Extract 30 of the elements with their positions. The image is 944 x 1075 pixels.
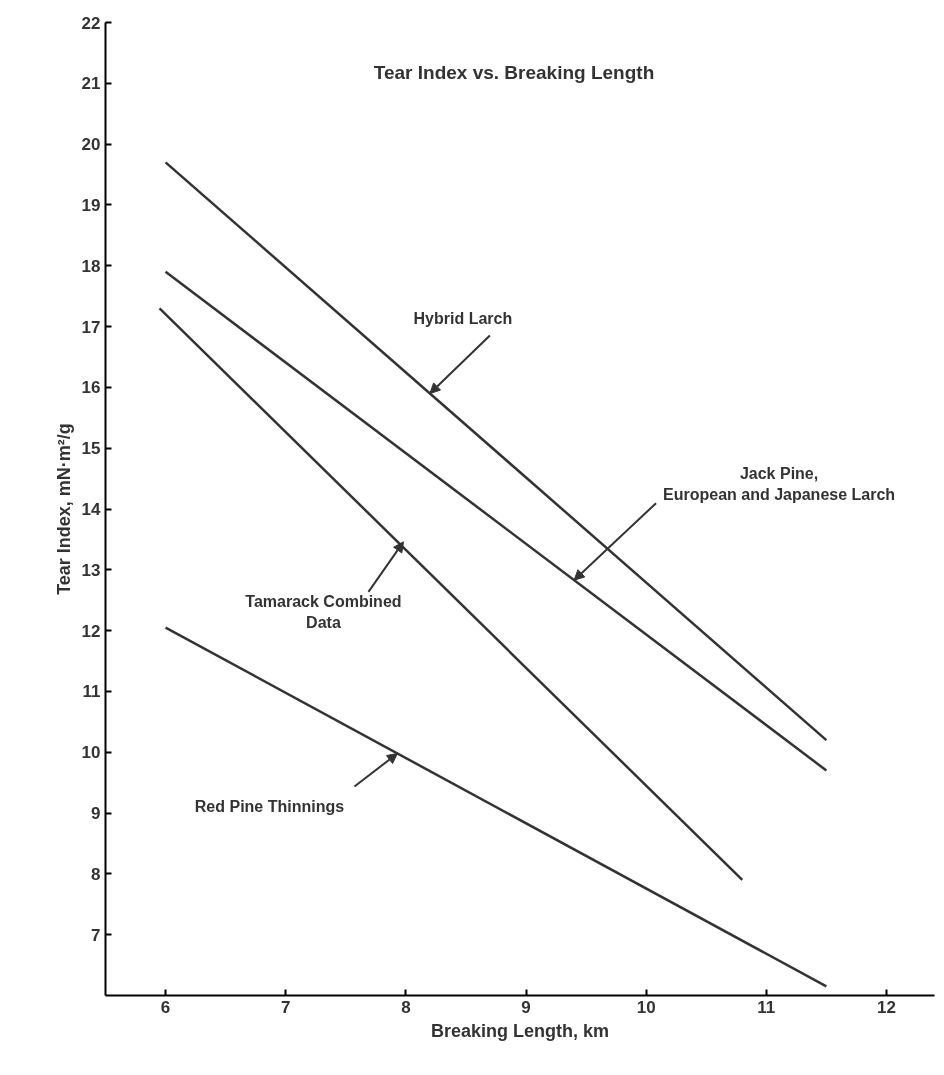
annotation: Hybrid Larch xyxy=(413,309,513,327)
y-tick-label: 21 xyxy=(81,74,101,94)
y-tick-label: 14 xyxy=(81,500,102,519)
annotation: Red Pine Thinnings xyxy=(194,797,345,815)
y-tick-label: 12 xyxy=(81,621,101,641)
x-tick-label: 10 xyxy=(636,997,656,1017)
y-tick-label: 16 xyxy=(81,378,101,398)
y-tick-label: 17 xyxy=(81,317,101,337)
y-tick-label: 9 xyxy=(91,804,101,824)
y-tick-label: 18 xyxy=(81,256,101,276)
y-tick-label: 13 xyxy=(81,560,101,580)
y-tick-label: 15 xyxy=(81,439,101,459)
x-tick-label: 6 xyxy=(160,997,171,1017)
x-axis-title: Breaking Length, km xyxy=(430,1020,610,1041)
x-tick-label: 7 xyxy=(280,997,291,1017)
annotation: Jack Pine, European and Japanese Larch xyxy=(663,465,896,503)
x-tick-label: 9 xyxy=(521,997,531,1017)
y-tick-label: 7 xyxy=(91,925,101,945)
annotation: Tamarack Combined Data xyxy=(245,593,402,631)
y-tick-label: 8 xyxy=(91,864,101,884)
y-tick-label: 20 xyxy=(81,135,101,155)
y-tick-label: 22 xyxy=(81,13,101,33)
y-tick-label: 11 xyxy=(82,682,101,702)
x-tick-label: 8 xyxy=(401,997,411,1017)
y-axis-title: Tear Index, mN·m²/g xyxy=(53,423,74,595)
y-tick-label: 19 xyxy=(81,195,101,215)
text: Tear Index vs. Breaking Length xyxy=(373,61,655,83)
x-tick-label: 12 xyxy=(876,997,896,1017)
x-tick-label: 11 xyxy=(757,997,776,1017)
y-tick-label: 10 xyxy=(81,743,101,763)
